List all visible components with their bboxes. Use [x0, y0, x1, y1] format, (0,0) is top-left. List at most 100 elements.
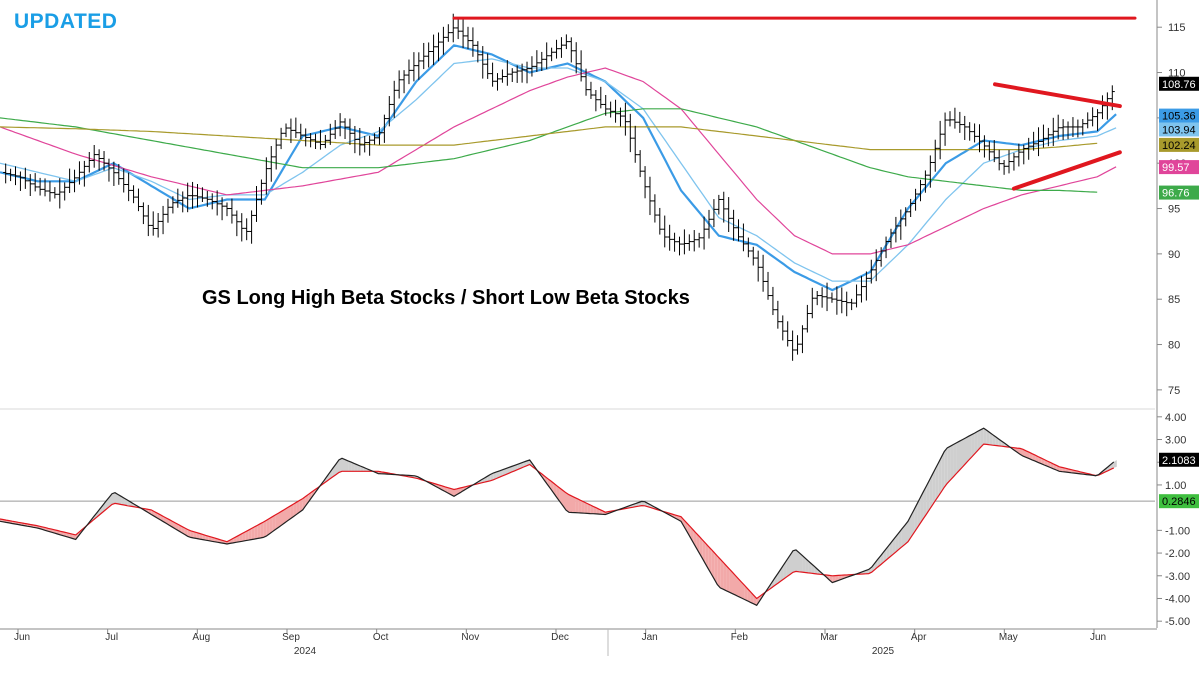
zero-value-label: 0.2846: [1159, 494, 1199, 509]
macd-fill: [714, 552, 718, 585]
macd-fill: [774, 573, 778, 586]
macd-fill: [345, 459, 349, 472]
macd-fill: [1041, 458, 1045, 465]
macd-fill: [230, 538, 234, 544]
macd-fill: [920, 492, 924, 524]
macd-fill: [275, 513, 279, 530]
macd-fill: [790, 550, 793, 575]
sma-fast-value-label-bg: [1159, 108, 1199, 123]
macd-fill: [559, 488, 563, 506]
macd-fill: [802, 555, 806, 573]
macd-fill: [989, 432, 993, 446]
macd-fill: [974, 431, 978, 454]
signal-line: [0, 443, 1115, 600]
macd-fill: [911, 509, 915, 538]
macd-fill: [962, 438, 966, 467]
price-tick-label: 90: [1168, 249, 1180, 261]
macd-fill: [354, 463, 358, 472]
macd-fill: [481, 478, 485, 483]
sma-slow-value-label-text: 99.57: [1162, 162, 1190, 174]
macd-fill: [260, 522, 264, 538]
macd-tick-label: -4.00: [1165, 593, 1190, 605]
macd-tick-label: 1.00: [1165, 480, 1186, 492]
sma-long-value-label-text: 96.76: [1162, 188, 1190, 200]
macd-fill: [747, 588, 751, 603]
macd-fill: [1001, 441, 1005, 447]
macd-tick-label: -2.00: [1165, 548, 1190, 560]
macd-fill: [908, 515, 911, 542]
updated-badge: UPDATED: [14, 10, 118, 33]
x-tick-label: May: [999, 632, 1018, 643]
macd-fill: [929, 474, 933, 510]
macd-fill: [914, 503, 918, 533]
x-tick-label: Mar: [820, 632, 838, 643]
series-line-sma_slow: [0, 67, 1117, 255]
macd-fill: [278, 511, 282, 528]
year-label: 2024: [294, 646, 317, 657]
macd-fill: [148, 509, 152, 515]
x-tick-label: Jul: [105, 632, 118, 643]
macd-fill: [296, 500, 300, 515]
axis-layer: 7580859095100105110115-5.00-4.00-3.00-2.…: [0, 0, 1190, 657]
macd-fill: [245, 530, 249, 541]
macd-fill: [835, 575, 839, 582]
macd-fill: [508, 466, 512, 474]
macd-fill: [786, 555, 790, 577]
x-tick-label: Jun: [14, 632, 30, 643]
macd-fill: [490, 473, 494, 481]
x-tick-label: Dec: [551, 632, 569, 643]
macd-fill: [711, 549, 715, 580]
x-tick-label: Sep: [282, 632, 300, 643]
macd-fill: [968, 434, 972, 461]
macd-fill: [1035, 455, 1039, 463]
macd-fill: [187, 529, 191, 538]
price-tick-label: 80: [1168, 340, 1180, 352]
macd-fill: [287, 505, 291, 521]
macd-fill: [641, 501, 645, 506]
sma-slow-value-label-bg: [1159, 160, 1199, 175]
macd-fill: [941, 451, 945, 492]
sma-longest-value-label-bg: [1159, 137, 1199, 152]
macd-fill-layer: [0, 428, 1117, 606]
x-tick-label: Apr: [911, 632, 927, 643]
macd-fill: [251, 527, 255, 540]
x-tick-label: Aug: [192, 632, 210, 643]
sma-long-value-label: 96.76: [1159, 185, 1199, 200]
macd-fill: [744, 585, 748, 601]
macd-fill: [496, 470, 500, 479]
macd-fill: [687, 523, 691, 538]
macd-fill: [593, 506, 597, 514]
macd-fill: [702, 539, 706, 564]
macd-fill: [342, 458, 345, 472]
price-bars-layer: [3, 13, 1115, 361]
macd-fill: [451, 488, 454, 497]
sma-longest-value-label-text: 102.24: [1162, 140, 1196, 152]
macd-fill: [511, 465, 515, 473]
macd-fill: [732, 572, 736, 596]
macd-fill: [829, 575, 833, 583]
macd-fill: [357, 464, 361, 472]
macd-fill: [735, 575, 739, 597]
macd-fill: [832, 575, 836, 583]
macd-fill: [563, 490, 566, 511]
macd-fill: [290, 504, 294, 519]
macd-fill: [977, 429, 981, 451]
price-value-label-text: 108.76: [1162, 79, 1196, 91]
macd-line: [0, 427, 1115, 607]
macd-fill: [569, 494, 572, 513]
macd-fill: [895, 532, 899, 552]
macd-fill: [796, 549, 799, 572]
macd-fill: [814, 566, 818, 574]
macd-fill: [348, 460, 352, 472]
macd-value-label: 2.1083: [1159, 452, 1199, 467]
macd-fill: [339, 458, 342, 473]
macd-fill: [959, 439, 963, 471]
macd-fill: [738, 578, 742, 598]
sma-long-value-label-bg: [1159, 185, 1199, 200]
macd-value-label-bg: [1159, 452, 1199, 467]
macd-fill: [729, 569, 733, 594]
macd-fill: [199, 533, 203, 540]
macd-fill: [263, 520, 267, 538]
macd-fill: [1029, 452, 1033, 460]
macd-fill: [938, 457, 942, 497]
